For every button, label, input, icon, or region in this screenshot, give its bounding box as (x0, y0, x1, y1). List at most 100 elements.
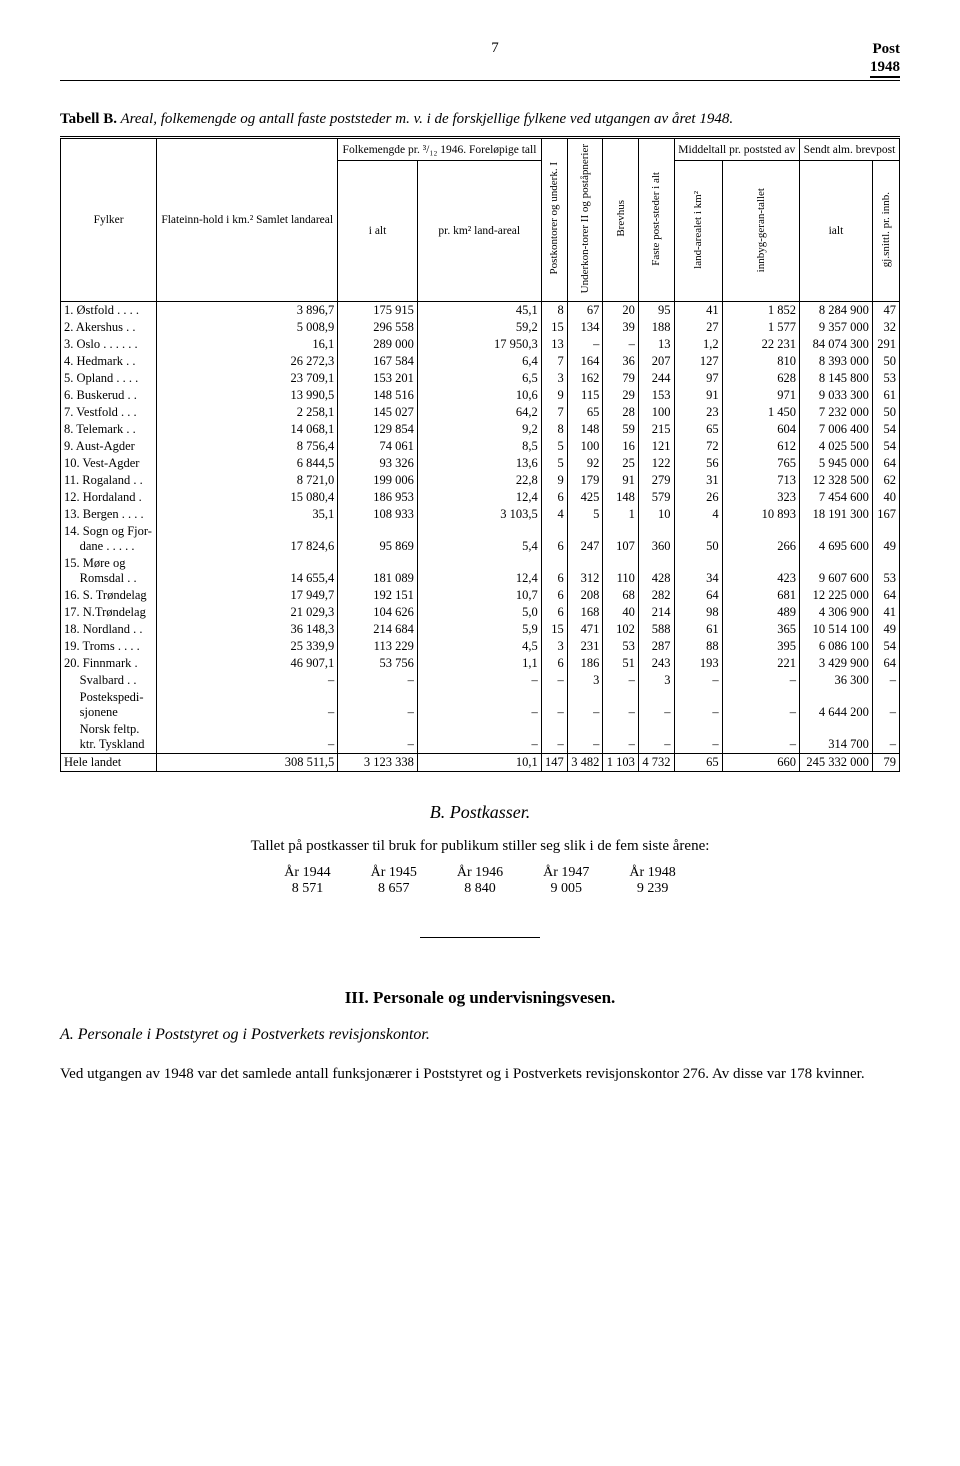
cell: 215 (638, 421, 674, 438)
cell: 4,5 (417, 638, 541, 655)
table-row: 15. Møre og Romsdal . .14 655,4181 08912… (61, 555, 900, 587)
table-row: 8. Telemark . .14 068,1129 8549,28148592… (61, 421, 900, 438)
cell-name: 19. Troms . . . . (61, 638, 157, 655)
cell: 208 (567, 587, 603, 604)
cell: 660 (722, 754, 799, 772)
cell: 56 (674, 455, 722, 472)
cell: 50 (872, 404, 899, 421)
cell: 72 (674, 438, 722, 455)
cell: 323 (722, 489, 799, 506)
cell-name: 10. Vest-Agder (61, 455, 157, 472)
cell: 3 103,5 (417, 506, 541, 523)
cell: 17 949,7 (157, 587, 338, 604)
cell: 231 (567, 638, 603, 655)
cell: 214 684 (338, 621, 418, 638)
cell: 3 (541, 370, 567, 387)
cell: 4 (541, 506, 567, 523)
post-year: Post 1948 (870, 40, 900, 78)
section-a-text: Ved utgangen av 1948 var det samlede ant… (60, 1066, 900, 1083)
cell-name: 8. Telemark . . (61, 421, 157, 438)
cell: 61 (872, 387, 899, 404)
cell: 22 231 (722, 336, 799, 353)
cell: – (872, 689, 899, 721)
cell: 32 (872, 319, 899, 336)
cell: 312 (567, 555, 603, 587)
th-faste: Faste post-steder i alt (638, 138, 674, 302)
cell: 104 626 (338, 604, 418, 621)
divider (420, 937, 540, 938)
th-underkon: Underkon-torer II og poståpnerier (567, 138, 603, 302)
cell: – (338, 689, 418, 721)
cell: 93 326 (338, 455, 418, 472)
cell: 5 (541, 455, 567, 472)
cell: 145 027 (338, 404, 418, 421)
cell: 95 869 (338, 523, 418, 555)
cell: 107 (603, 523, 639, 555)
cell: 3 (638, 672, 674, 689)
cell: 92 (567, 455, 603, 472)
cell: 168 (567, 604, 603, 621)
cell: 207 (638, 353, 674, 370)
cell: 247 (567, 523, 603, 555)
cell-name: Norsk feltp. ktr. Tyskland (61, 721, 157, 754)
cell-name: 1. Østfold . . . . (61, 302, 157, 320)
year-value: 8 840 (457, 881, 503, 897)
cell: 8 (541, 302, 567, 320)
cell: 54 (872, 438, 899, 455)
cell: 65 (674, 754, 722, 772)
cell: 1 (603, 506, 639, 523)
cell: 13 990,5 (157, 387, 338, 404)
cell: 8 393 000 (800, 353, 873, 370)
section-iii-title: III. Personale og undervisningsvesen. (60, 988, 900, 1008)
th-sendt: Sendt alm. brevpost (800, 138, 900, 161)
table-row: Svalbard . .––––3–3––36 300– (61, 672, 900, 689)
cell: 9 (541, 387, 567, 404)
cell: 4 306 900 (800, 604, 873, 621)
cell: 5 (567, 506, 603, 523)
year-label: År 1948 (629, 865, 675, 881)
cell: 9 033 300 (800, 387, 873, 404)
table-row: 16. S. Trøndelag17 949,7192 15110,762086… (61, 587, 900, 604)
cell: 74 061 (338, 438, 418, 455)
cell: 266 (722, 523, 799, 555)
cell: 148 (567, 421, 603, 438)
year-col: År 19458 657 (371, 865, 417, 897)
cell: 39 (603, 319, 639, 336)
cell: 167 (872, 506, 899, 523)
cell: – (338, 721, 418, 754)
cell-name: 7. Vestfold . . . (61, 404, 157, 421)
cell: 8 721,0 (157, 472, 338, 489)
cell-name: 18. Nordland . . (61, 621, 157, 638)
cell: 8 145 800 (800, 370, 873, 387)
cell: – (722, 672, 799, 689)
cell: 147 (541, 754, 567, 772)
cell: 79 (603, 370, 639, 387)
cell: 1 450 (722, 404, 799, 421)
cell: 5,9 (417, 621, 541, 638)
cell: 282 (638, 587, 674, 604)
cell: 100 (638, 404, 674, 421)
cell: 471 (567, 621, 603, 638)
cell: – (567, 721, 603, 754)
cell: 25 (603, 455, 639, 472)
cell: 100 (567, 438, 603, 455)
cell: 279 (638, 472, 674, 489)
table-row: Norsk feltp. ktr. Tyskland–––––––––314 7… (61, 721, 900, 754)
cell: – (541, 689, 567, 721)
cell: 23 (674, 404, 722, 421)
cell: – (157, 672, 338, 689)
cell: 41 (872, 604, 899, 621)
cell-name: 20. Finnmark . (61, 655, 157, 672)
cell: 13 (638, 336, 674, 353)
cell-name: 4. Hedmark . . (61, 353, 157, 370)
cell: 134 (567, 319, 603, 336)
cell: – (603, 721, 639, 754)
cell: 365 (722, 621, 799, 638)
cell: 40 (872, 489, 899, 506)
cell: 765 (722, 455, 799, 472)
cell-name: 16. S. Trøndelag (61, 587, 157, 604)
cell: 17 824,6 (157, 523, 338, 555)
cell: 28 (603, 404, 639, 421)
cell-name: 9. Aust-Agder (61, 438, 157, 455)
cell: – (417, 672, 541, 689)
